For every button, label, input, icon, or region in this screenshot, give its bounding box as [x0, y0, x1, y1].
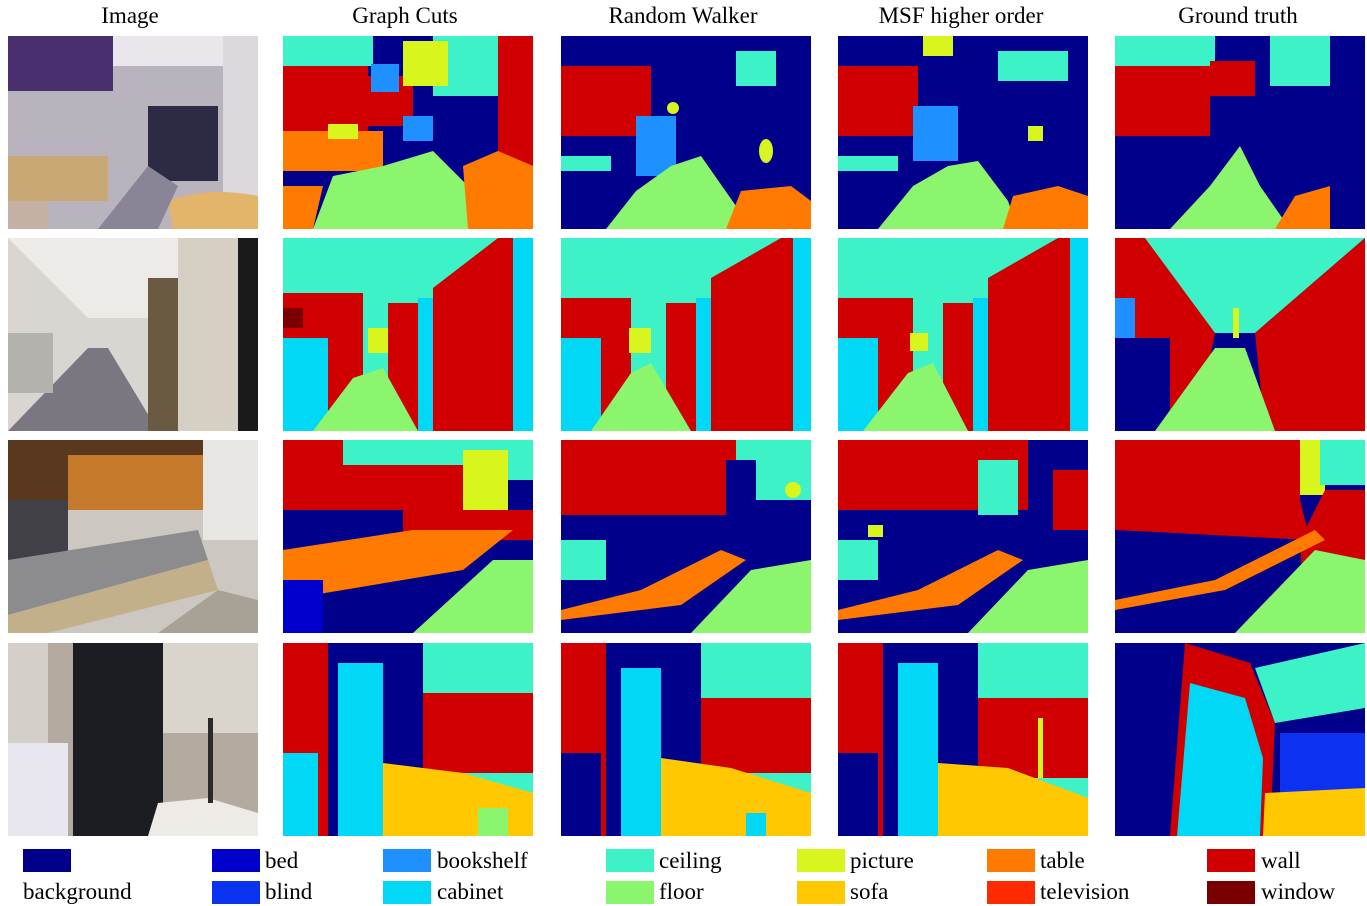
segmentation-random-walker-row-1: [561, 36, 811, 229]
legend-label-table: table: [1040, 848, 1085, 873]
photo-row-1: [8, 36, 258, 229]
segmentation-ground-truth-row-3: [1115, 440, 1365, 633]
legend-swatch-floor: [606, 881, 654, 904]
legend-swatch-wall: [1207, 849, 1255, 872]
legend-swatch-table: [987, 849, 1035, 872]
legend-label-background: background: [23, 879, 132, 904]
legend-swatch-bed: [212, 849, 260, 872]
segmentation-msf-row-2: [838, 238, 1088, 431]
segmentation-ground-truth-row-1: [1115, 36, 1365, 229]
photo-row-4: [8, 643, 258, 836]
column-title-msf-higher-order: MSF higher order: [878, 3, 1044, 28]
legend-label-floor: floor: [659, 879, 704, 904]
segmentation-ground-truth-row-2: [1115, 238, 1365, 431]
legend-swatch-bookshelf: [383, 849, 431, 872]
legend-label-bookshelf: bookshelf: [437, 848, 528, 873]
legend-label-sofa: sofa: [850, 879, 889, 904]
segmentation-graph-cuts-row-2: [283, 238, 533, 431]
column-title-graph-cuts: Graph Cuts: [352, 3, 458, 28]
segmentation-random-walker-row-3: [561, 440, 811, 633]
legend-swatch-picture: [797, 849, 845, 872]
legend-label-blind: blind: [265, 879, 313, 904]
segmentation-msf-row-1: [838, 36, 1088, 229]
column-title-image: Image: [101, 3, 159, 28]
column-title-random-walker: Random Walker: [608, 3, 758, 28]
segmentation-msf-row-4: [838, 643, 1088, 836]
photo-row-2: [8, 238, 258, 431]
segmentation-graph-cuts-row-3: [283, 440, 533, 633]
legend-swatch-sofa: [797, 881, 845, 904]
legend-swatch-blind: [212, 881, 260, 904]
legend-label-wall: wall: [1261, 848, 1301, 873]
legend-swatch-window: [1207, 881, 1255, 904]
legend-label-television: television: [1040, 879, 1130, 904]
legend-label-bed: bed: [265, 848, 299, 873]
segmentation-random-walker-row-2: [561, 238, 811, 431]
legend-swatch-television: [987, 881, 1035, 904]
legend-label-window: window: [1261, 879, 1336, 904]
photo-row-3: [8, 440, 258, 633]
segmentation-ground-truth-row-4: [1115, 643, 1365, 836]
legend-swatch-background: [23, 849, 71, 872]
segmentation-graph-cuts-row-1: [283, 36, 533, 229]
segmentation-graph-cuts-row-4: [283, 643, 533, 836]
legend-swatch-ceiling: [606, 849, 654, 872]
column-title-ground-truth: Ground truth: [1178, 3, 1298, 28]
legend-label-ceiling: ceiling: [659, 848, 722, 873]
segmentation-random-walker-row-4: [561, 643, 811, 836]
legend-label-picture: picture: [850, 848, 914, 873]
legend-swatch-cabinet: [383, 881, 431, 904]
segmentation-msf-row-3: [838, 440, 1088, 633]
legend-label-cabinet: cabinet: [437, 879, 504, 904]
